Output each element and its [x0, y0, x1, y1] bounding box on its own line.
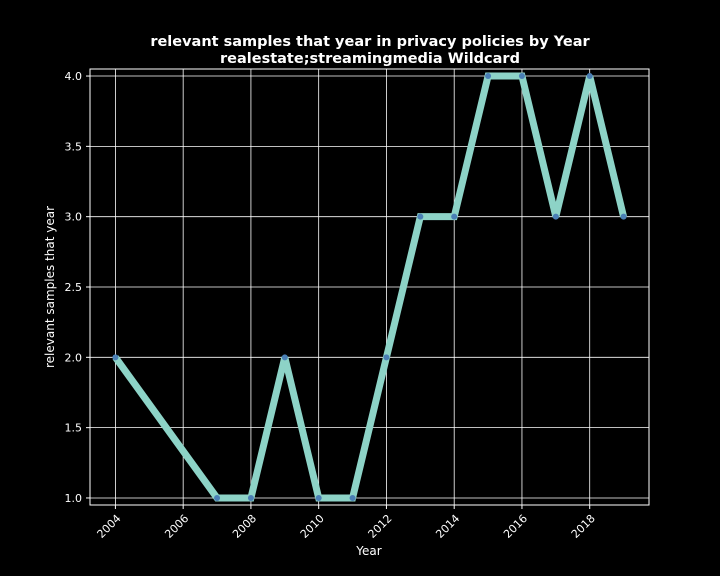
- x-tick-label: 2012: [366, 512, 395, 541]
- x-tick-label: 2016: [501, 512, 530, 541]
- x-tick-label: 2008: [230, 512, 259, 541]
- y-tick-label: 3.0: [65, 211, 83, 224]
- y-axis-label: relevant samples that year: [43, 206, 57, 368]
- x-axis-label: Year: [355, 544, 381, 558]
- data-point: [112, 354, 119, 361]
- data-point: [552, 213, 559, 220]
- y-tick-label: 2.0: [65, 351, 83, 364]
- y-tick-label: 2.5: [65, 281, 83, 294]
- data-point: [214, 494, 221, 501]
- data-point: [315, 494, 322, 501]
- x-tick-label: 2004: [95, 512, 124, 541]
- y-tick-label: 4.0: [65, 70, 83, 83]
- data-point: [417, 213, 424, 220]
- data-point: [247, 494, 254, 501]
- y-tick-label: 3.5: [65, 140, 83, 153]
- data-point: [383, 354, 390, 361]
- data-point: [620, 213, 627, 220]
- x-tick-label: 2010: [298, 512, 327, 541]
- series-line: [112, 72, 627, 502]
- data-point: [586, 73, 593, 80]
- y-tick-label: 1.0: [65, 492, 83, 505]
- data-point: [281, 354, 288, 361]
- data-point: [349, 494, 356, 501]
- data-point: [485, 73, 492, 80]
- chart-title: relevant samples that year in privacy po…: [150, 34, 590, 50]
- x-tick-label: 2006: [162, 512, 191, 541]
- axis-ticks: 2004 2006 2008 2010 2012 2014 2016 2018 1.0 1.5 2.…: [65, 70, 598, 541]
- x-tick-label: 2018: [569, 512, 598, 541]
- chart-subtitle: realestate;streamingmedia Wildcard: [220, 51, 520, 67]
- data-point: [518, 73, 525, 80]
- x-tick-label: 2014: [433, 512, 462, 541]
- series: [112, 72, 627, 502]
- data-point: [451, 213, 458, 220]
- y-tick-label: 1.5: [65, 422, 83, 435]
